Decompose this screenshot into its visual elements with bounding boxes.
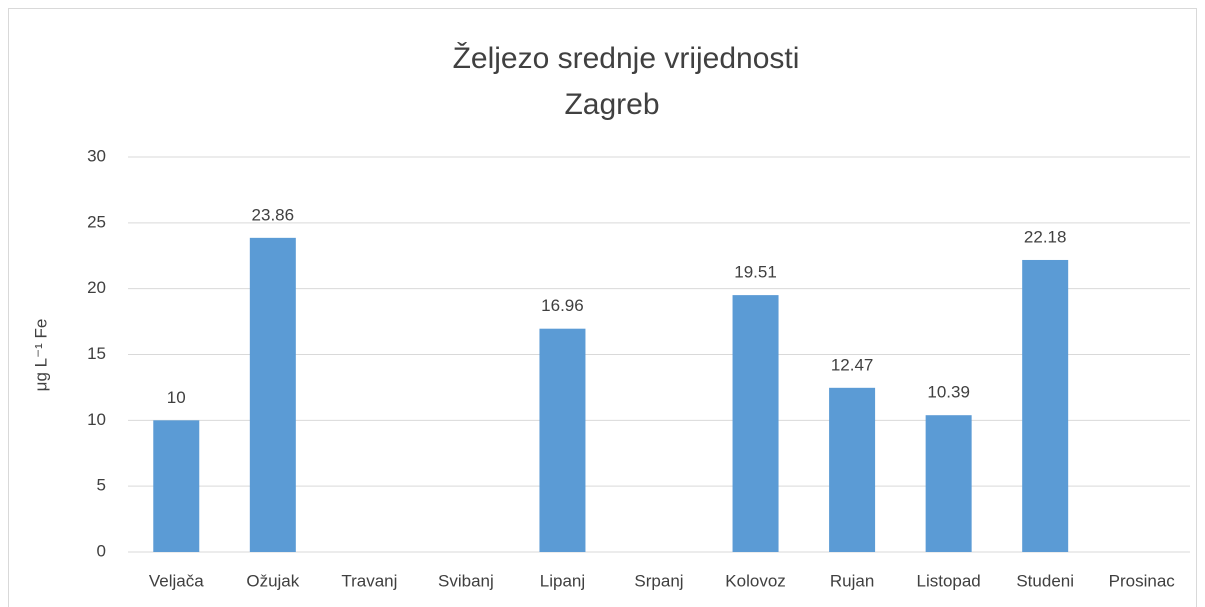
bar xyxy=(829,387,876,552)
x-tick-label: Ožujak xyxy=(246,571,299,590)
y-tick-label: 0 xyxy=(97,541,106,560)
x-tick-label: Prosinac xyxy=(1109,571,1176,590)
y-tick-label: 15 xyxy=(87,344,106,363)
data-label: 12.47 xyxy=(831,355,874,374)
x-tick-label: Listopad xyxy=(916,571,980,590)
bar xyxy=(925,415,972,552)
data-label: 19.51 xyxy=(734,263,777,282)
x-tick-label: Veljača xyxy=(149,571,204,590)
x-tick-label: Kolovoz xyxy=(725,571,785,590)
bar xyxy=(539,328,586,552)
x-tick-label: Studeni xyxy=(1016,571,1074,590)
bar xyxy=(732,295,779,552)
x-tick-label: Lipanj xyxy=(540,571,585,590)
data-label: 22.18 xyxy=(1024,227,1067,246)
data-label: 23.86 xyxy=(252,205,295,224)
bar xyxy=(1022,259,1069,552)
x-tick-label: Travanj xyxy=(341,571,397,590)
x-tick-label: Srpanj xyxy=(634,571,683,590)
bar xyxy=(249,237,296,553)
chart-border xyxy=(8,8,1197,607)
data-label: 10.39 xyxy=(927,383,970,402)
y-tick-label: 20 xyxy=(87,278,106,297)
y-tick-label: 30 xyxy=(87,146,106,165)
y-tick-label: 25 xyxy=(87,212,106,231)
y-tick-label: 10 xyxy=(87,410,106,429)
x-tick-label: Rujan xyxy=(830,571,874,590)
data-label: 16.96 xyxy=(541,296,584,315)
bar xyxy=(153,420,200,552)
data-label: 10 xyxy=(167,388,186,407)
chart-title: Željezo srednje vrijednosti xyxy=(453,42,800,75)
y-tick-label: 5 xyxy=(97,476,106,495)
x-tick-label: Svibanj xyxy=(438,571,494,590)
chart-subtitle: Zagreb xyxy=(564,88,659,121)
y-axis-label: μg L⁻¹ Fe xyxy=(31,319,50,392)
